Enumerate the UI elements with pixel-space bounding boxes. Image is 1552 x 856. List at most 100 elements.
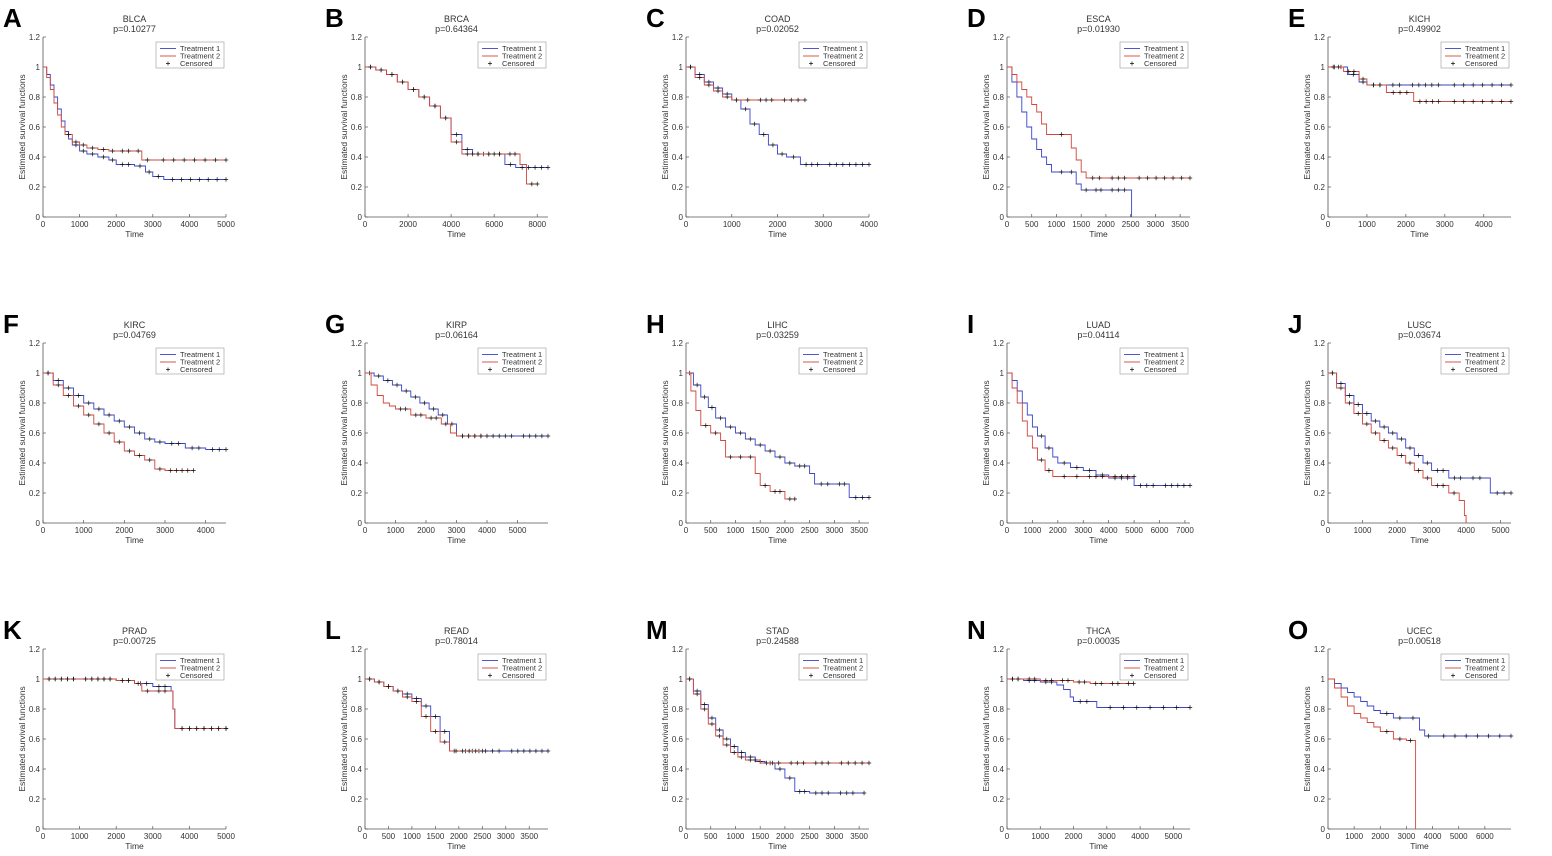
censor-marks-treatment-1 — [1330, 370, 1514, 496]
censor-mark — [715, 88, 721, 94]
censor-mark — [1134, 705, 1139, 710]
censor-mark — [442, 739, 447, 745]
censor-mark — [1145, 175, 1150, 181]
y-axis-label: Estimated survival functions — [1302, 380, 1312, 485]
x-tick-label: 500 — [704, 832, 718, 841]
y-tick-label: 1 — [358, 369, 363, 378]
censor-mark — [1087, 474, 1092, 479]
y-axis-label: Estimated survival functions — [1302, 686, 1312, 791]
censor-mark — [1147, 705, 1153, 710]
x-tick-label: 2000 — [1371, 832, 1389, 841]
censor-mark — [1397, 715, 1403, 721]
censor-marks-treatment-2 — [1039, 457, 1137, 479]
censor-mark — [847, 162, 852, 167]
y-tick-label: 1.2 — [29, 645, 41, 654]
censor-mark — [734, 97, 739, 103]
censor-mark — [1039, 433, 1044, 439]
censor-mark — [1065, 678, 1071, 683]
y-tick-label: 1.2 — [993, 645, 1005, 654]
censor-mark — [732, 750, 737, 755]
legend-swatch-censored — [166, 673, 170, 678]
censor-mark — [120, 148, 125, 154]
censor-mark — [545, 165, 551, 170]
censor-mark — [1116, 187, 1121, 193]
x-axis-label: Time — [1089, 841, 1108, 851]
y-tick-label: 1 — [1000, 63, 1005, 72]
censor-mark — [454, 132, 459, 137]
y-tick-label: 0.8 — [993, 399, 1005, 408]
censor-marks-treatment-2 — [66, 132, 229, 163]
x-axis-label: Time — [1089, 535, 1108, 545]
censor-mark — [89, 676, 94, 682]
censor-marks-treatment-2 — [1010, 676, 1136, 686]
censor-mark — [83, 676, 88, 682]
x-tick-label: 3000 — [156, 526, 174, 535]
legend-label: Treatment 1 — [823, 350, 863, 359]
censor-marks-treatment-1 — [688, 64, 872, 167]
panel-title: LUSC — [1407, 320, 1432, 330]
censor-mark — [405, 694, 410, 700]
legend-label: Censored — [180, 59, 213, 68]
censor-mark — [1338, 381, 1344, 386]
legend-label: Censored — [502, 365, 535, 374]
censor-mark — [216, 726, 221, 731]
censor-mark — [1131, 474, 1137, 479]
censor-mark — [443, 421, 449, 427]
censor-marks-treatment-1 — [73, 142, 229, 182]
censor-mark — [101, 676, 107, 682]
legend-label: Treatment 1 — [1465, 350, 1505, 359]
censor-mark — [777, 489, 783, 494]
censor-mark — [809, 162, 815, 167]
censor-mark — [126, 148, 131, 154]
x-tick-label: 1000 — [1358, 220, 1376, 229]
x-tick-label: 3000 — [1074, 526, 1092, 535]
censor-mark — [66, 393, 71, 398]
censor-mark — [385, 378, 391, 383]
legend-label: Treatment 2 — [502, 358, 542, 367]
y-tick-label: 0 — [1000, 519, 1005, 528]
censor-mark — [850, 790, 856, 796]
censor-mark — [787, 496, 793, 502]
y-tick-label: 0.2 — [672, 795, 684, 804]
censor-mark — [818, 481, 824, 487]
censor-mark — [188, 177, 193, 182]
censor-mark — [223, 447, 229, 452]
panel-pvalue: p=0.24588 — [756, 636, 799, 646]
censor-mark — [53, 676, 58, 682]
censor-mark — [1410, 715, 1416, 721]
legend-label: Treatment 1 — [823, 44, 863, 53]
y-tick-label: 1 — [358, 675, 363, 684]
series-line-treatment-1 — [365, 678, 548, 752]
censor-mark — [1373, 418, 1378, 424]
x-tick-label: 500 — [704, 526, 718, 535]
legend-swatch-censored — [1451, 367, 1455, 372]
legend-label: Censored — [823, 365, 856, 374]
censor-mark — [443, 115, 448, 121]
legend-label: Treatment 2 — [1465, 358, 1505, 367]
y-tick-label: 1 — [1321, 675, 1326, 684]
censor-mark — [529, 181, 535, 187]
x-tick-label: 1500 — [751, 526, 769, 535]
censor-mark — [210, 447, 215, 452]
y-tick-label: 0.8 — [993, 93, 1005, 102]
censor-mark — [819, 760, 825, 766]
censor-mark — [1508, 733, 1514, 739]
panel-letter: L — [325, 615, 341, 645]
censor-mark — [206, 177, 211, 182]
censor-mark — [1119, 474, 1124, 479]
censor-mark — [1470, 99, 1476, 104]
censor-mark — [825, 790, 831, 796]
censor-mark — [840, 162, 846, 167]
censor-mark — [76, 393, 81, 398]
y-tick-label: 1 — [36, 675, 41, 684]
x-tick-label: 4000 — [1131, 832, 1149, 841]
panel-letter: D — [967, 3, 986, 33]
y-axis-label: Estimated survival functions — [660, 380, 670, 485]
censor-mark — [532, 165, 538, 170]
legend-swatch-censored — [488, 367, 492, 372]
y-tick-label: 1 — [1000, 369, 1005, 378]
y-tick-label: 0.8 — [29, 93, 41, 102]
